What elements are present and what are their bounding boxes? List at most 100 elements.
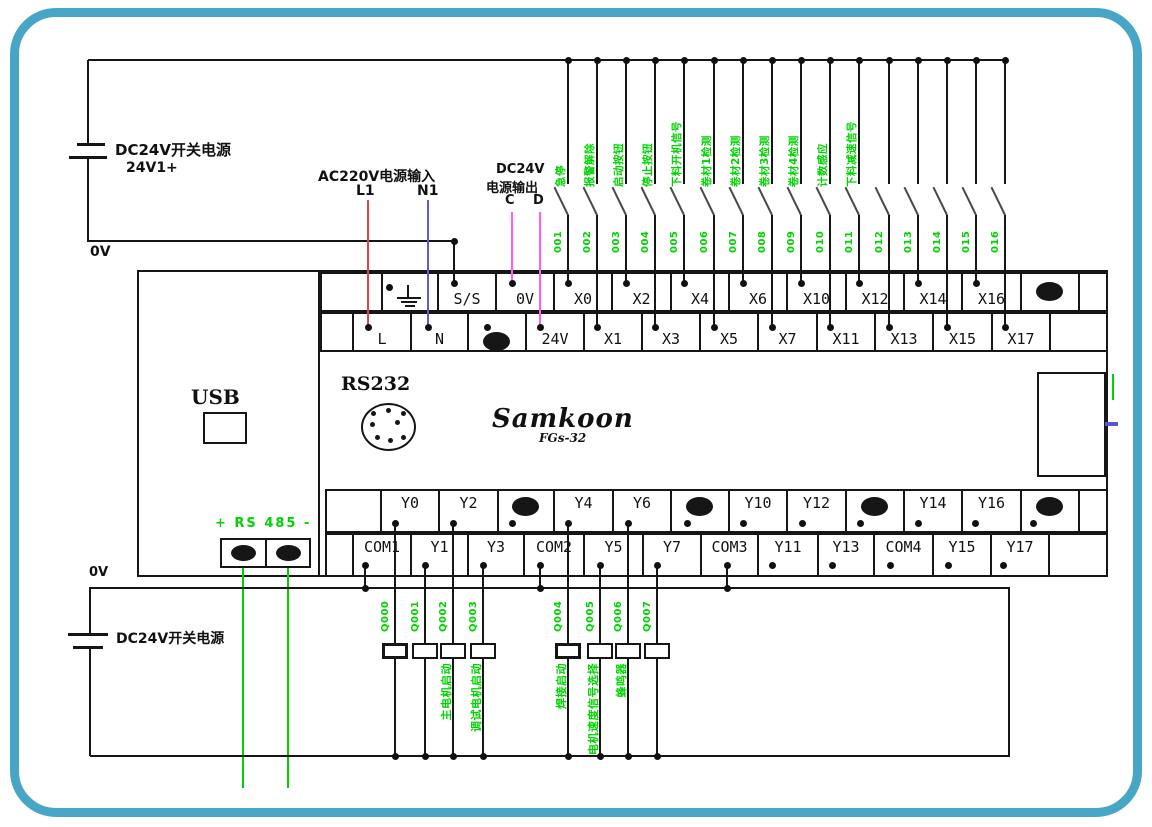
rs232-pin-dot [394,419,400,425]
terminal-dot [596,561,604,569]
rs485-port-label: + RS 485 - [215,516,312,531]
input-signal-label: 卷材1检测 [701,135,713,187]
output-bus-junction [596,752,604,760]
input-signal-label: 卷材4检测 [788,135,800,187]
input-signal-label: 急停 [555,165,567,187]
input-wire-lower-002 [596,215,598,327]
terminal-dot [739,519,747,527]
input-number-label: 002 [582,230,593,253]
terminal-cell-blank [1078,272,1108,312]
input-wire-lower-009 [800,215,802,283]
input-wire-upper-004 [654,60,656,184]
rs232-pin-dot [385,407,391,413]
input-wire-upper-003 [625,60,627,184]
relay-coil-box-Q003 [470,643,496,659]
input-wire-lower-012 [888,215,890,327]
rs232-connector-icon [361,403,416,451]
terminal-dot [886,561,894,569]
input-number-label: 006 [699,230,710,253]
output-wire-lower-Q004 [567,659,569,756]
input-wire-upper-006 [713,60,715,184]
output-bus-junction [653,752,661,760]
screw-terminal-icon [1035,496,1063,516]
input-bus-junction [768,56,776,64]
terminal-cell-blank [325,533,354,577]
input-signal-label: 下料减速信号 [846,121,858,187]
input-number-label: 001 [553,230,564,253]
terminal-dot [624,519,632,527]
input-number-label: 010 [815,230,826,253]
terminal-dot [508,279,516,287]
ac-l1-wire [367,200,369,327]
output-number-label: Q002 [438,600,449,632]
output-bus-junction [449,752,457,760]
terminal-dot [683,519,691,527]
output-bus-junction [624,752,632,760]
output-wire-upper-Q000 [394,523,396,643]
output-wire-upper-Q002 [452,523,454,643]
input-wire-lower-014 [946,215,948,327]
rs485-screw-icon [230,545,256,561]
input-bus-junction [710,56,718,64]
battery-plate [77,143,105,146]
battery-plate [73,646,103,649]
output-wire-lower-Q005 [599,659,601,756]
input-wire-upper-001 [567,60,569,184]
terminal-cell-X0: X0 [553,272,613,312]
terminal-dot [828,561,836,569]
output-wire-upper-Q006 [627,523,629,643]
plc-left-section-divider [318,270,320,577]
terminal-cell-Y3: Y3 [467,533,525,577]
input-wire-upper-015 [975,60,977,184]
input-bus-junction [593,56,601,64]
terminal-cell-blank [320,272,383,312]
relay-coil-box-Q005 [587,643,613,659]
terminal-dot [723,561,731,569]
output-number-label: Q006 [613,600,624,632]
dc-output-title-line2: 电源输出 [486,181,539,196]
battery-plate [68,633,108,636]
terminal-dot [449,519,457,527]
rs485-terminal-box [265,538,311,568]
terminal-dot [797,279,805,287]
ground-icon [405,305,415,307]
input-number-label: 011 [844,230,855,253]
rs232-pin-dot [400,410,406,416]
input-signal-label: 卷材2检测 [730,135,742,187]
junction-dot [450,237,458,245]
input-wire-upper-016 [1004,60,1006,184]
ground-dot [385,283,393,291]
input-bus-junction [972,56,980,64]
terminal-dot [361,561,369,569]
terminal-dot [971,519,979,527]
terminal-dot [653,561,661,569]
ground-icon [401,301,417,303]
input-number-label: 008 [757,230,768,253]
output-load-label: 焊接启动 [555,663,568,709]
bottom-zero-v-label: 0V [89,565,109,580]
terminal-cell-X13: X13 [874,312,934,352]
output-number-label: Q004 [553,600,564,632]
rs485-wire-plus [242,568,244,788]
input-bus-junction [622,56,630,64]
top-supply-sub-label: 24V1+ [126,160,178,176]
ac-input-title: AC220V电源输入 [318,169,436,185]
input-bus-junction [855,56,863,64]
expansion-port-box [1037,372,1106,477]
bottom-battery-top-lead [89,587,91,633]
input-signal-label: 报警解除 [584,143,596,187]
output-load-label: 主电机启动 [440,663,453,721]
relay-coil-box-Q000 [382,643,408,659]
terminal-cell-Y4: Y4 [553,489,614,533]
com-bus-junction [361,584,369,592]
com-drop-wire [364,565,366,589]
terminal-dot [536,323,544,331]
terminal-cell-Y12: Y12 [786,489,847,533]
relay-coil-box-Q007 [644,643,670,659]
terminal-dot [885,323,893,331]
screw-terminal-icon [511,496,539,516]
terminal-dot [1029,519,1037,527]
terminal-dot [622,279,630,287]
diagram-border-frame [10,8,1142,817]
